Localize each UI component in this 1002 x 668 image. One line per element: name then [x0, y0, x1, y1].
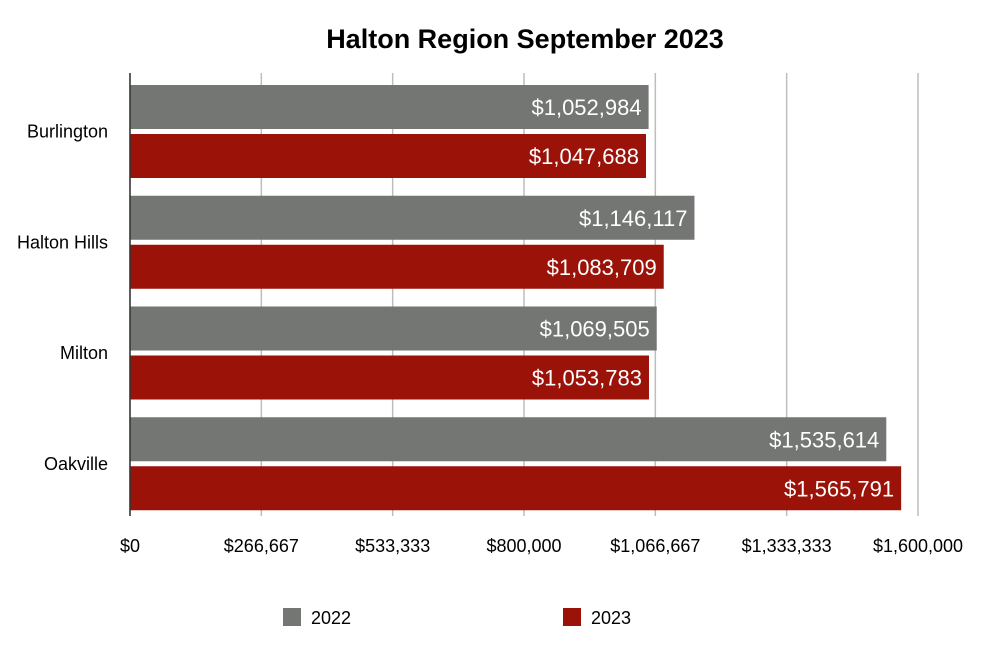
- category-label: Burlington: [27, 122, 108, 142]
- category-label: Halton Hills: [17, 232, 108, 252]
- x-tick-label: $1,333,333: [742, 536, 832, 556]
- bar-value-label: $1,146,117: [579, 206, 687, 231]
- axes: $0 $266,667 $533,333 $800,000 $1,066,667 $1,3…: [17, 73, 963, 556]
- x-tick-label: $1,066,667: [610, 536, 700, 556]
- bar-value-label: $1,565,791: [784, 476, 894, 501]
- x-tick-label: $800,000: [486, 536, 561, 556]
- bar-2023: [130, 466, 902, 511]
- bar-2023: [130, 355, 649, 400]
- x-tick-label: $266,667: [224, 536, 299, 556]
- bar-2022: [130, 85, 649, 129]
- bar-2022: [130, 195, 695, 240]
- bar-value-label: $1,069,505: [540, 317, 650, 342]
- bar-value-label: $1,052,984: [531, 95, 641, 120]
- category-label: Oakville: [44, 454, 108, 474]
- bar-value-label: $1,083,709: [547, 255, 657, 280]
- legend-swatch: [283, 608, 301, 626]
- data-labels: $1,052,984 $1,047,688 $1,146,117 $1,083,709…: [529, 95, 894, 501]
- bar-value-label: $1,053,783: [532, 366, 642, 391]
- bar-2022: [130, 417, 887, 462]
- bar-2022: [130, 306, 657, 351]
- chart-title: Halton Region September 2023: [326, 24, 724, 54]
- legend-swatch: [563, 608, 581, 626]
- legend-label: 2023: [591, 608, 631, 628]
- bars: [130, 85, 902, 511]
- category-label: Milton: [60, 343, 108, 363]
- x-tick-label: $1,600,000: [873, 536, 963, 556]
- x-tick-label: $0: [120, 536, 140, 556]
- legend-label: 2022: [311, 608, 351, 628]
- bar-value-label: $1,047,688: [529, 144, 639, 169]
- x-tick-label: $533,333: [355, 536, 430, 556]
- legend: 2022 2023: [283, 608, 631, 628]
- bar-2023: [130, 244, 664, 289]
- bar-value-label: $1,535,614: [769, 427, 879, 452]
- bar-2023: [130, 134, 646, 178]
